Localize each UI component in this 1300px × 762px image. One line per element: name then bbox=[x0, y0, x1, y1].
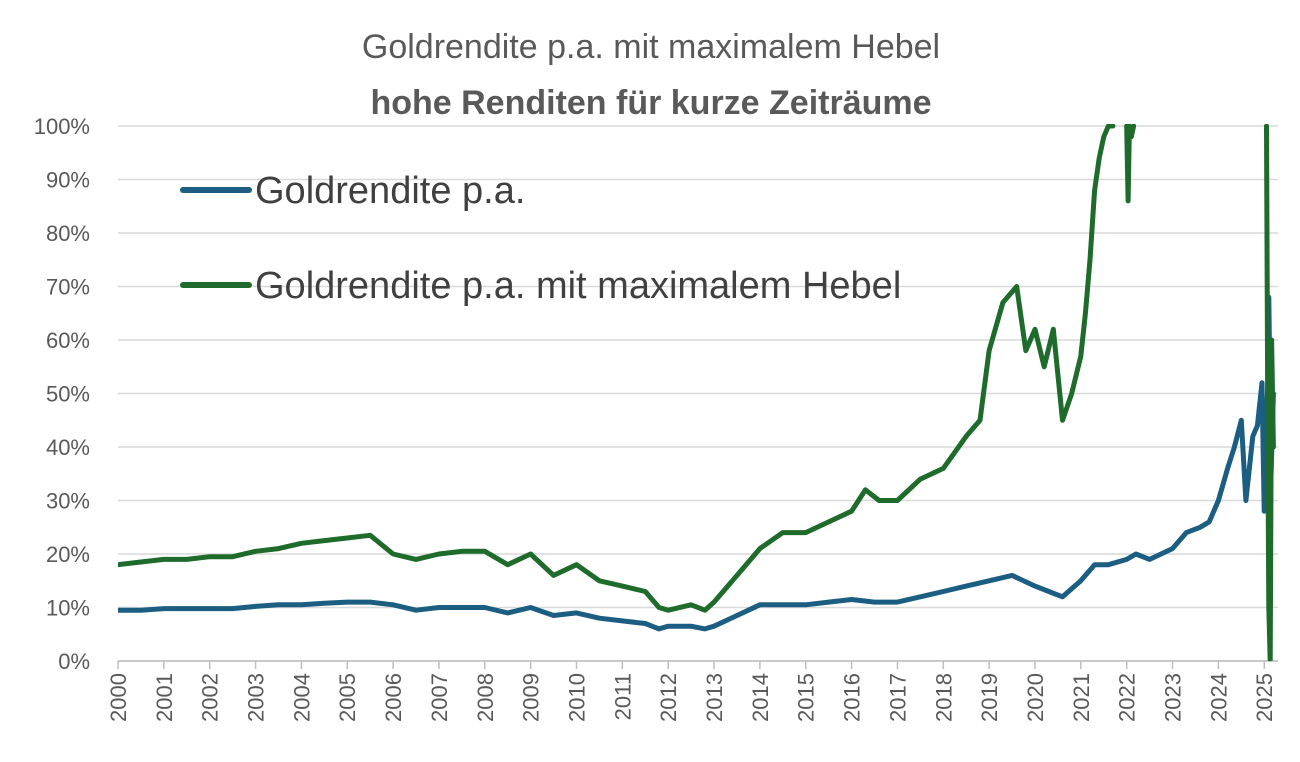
y-tick-label: 60% bbox=[46, 328, 90, 353]
x-tick-label: 2006 bbox=[381, 673, 406, 722]
series-line-0 bbox=[118, 294, 1276, 632]
y-tick-label: 90% bbox=[46, 168, 90, 193]
series-line-2 bbox=[1124, 124, 1137, 204]
y-tick-label: 0% bbox=[58, 649, 90, 674]
x-tick-label: 2021 bbox=[1069, 673, 1094, 722]
y-tick-label: 20% bbox=[46, 542, 90, 567]
x-tick-label: 2016 bbox=[840, 673, 865, 722]
y-tick-label: 40% bbox=[46, 435, 90, 460]
x-tick-label: 2024 bbox=[1206, 673, 1231, 722]
x-tick-label: 2004 bbox=[289, 673, 314, 722]
x-tick-label: 2010 bbox=[564, 673, 589, 722]
x-tick-label: 2011 bbox=[610, 673, 635, 720]
x-tick-label: 2001 bbox=[152, 673, 177, 722]
x-tick-label: 2018 bbox=[931, 673, 956, 722]
x-tick-label: 2012 bbox=[656, 673, 681, 722]
gridlines bbox=[118, 125, 1278, 662]
legend: Goldrendite p.a. Goldrendite p.a. mit ma… bbox=[180, 170, 901, 307]
chart-subtitle: hohe Renditen für kurze Zeiträume bbox=[370, 84, 931, 122]
x-tick-label: 2025 bbox=[1252, 673, 1277, 722]
legend-label-gold: Goldrendite p.a. bbox=[255, 170, 525, 212]
legend-label-leveraged: Goldrendite p.a. mit maximalem Hebel bbox=[255, 265, 901, 307]
y-tick-label: 80% bbox=[46, 221, 90, 246]
y-tick-label: 70% bbox=[46, 275, 90, 300]
x-tick-label: 2020 bbox=[1023, 673, 1048, 722]
x-tick-label: 2023 bbox=[1161, 673, 1186, 722]
x-tick-label: 2015 bbox=[794, 673, 819, 722]
y-tick-label: 50% bbox=[46, 382, 90, 407]
series-lines bbox=[118, 124, 1276, 661]
x-tick-label: 2000 bbox=[106, 673, 131, 722]
y-axis: 0% 10% 20% 30% 40% 50% 60% 70% 80% 90% 100% bbox=[34, 114, 90, 674]
x-tick-label: 2003 bbox=[244, 673, 269, 722]
series-line-3 bbox=[1264, 124, 1276, 661]
x-tick-label: 2008 bbox=[473, 673, 498, 722]
chart-title: Goldrendite p.a. mit maximalem Hebel bbox=[362, 28, 940, 66]
x-tick-label: 2007 bbox=[427, 673, 452, 722]
y-tick-label: 10% bbox=[46, 596, 90, 621]
x-axis: 2000 2001 2002 2003 2004 2005 2006 2007 2008 2009… bbox=[106, 660, 1278, 722]
x-tick-label: 2017 bbox=[885, 673, 910, 722]
x-tick-label: 2005 bbox=[335, 673, 360, 722]
y-tick-label: 30% bbox=[46, 489, 90, 514]
x-tick-label: 2009 bbox=[519, 673, 544, 722]
y-tick-label: 100% bbox=[34, 114, 90, 139]
x-tick-label: 2014 bbox=[748, 673, 773, 722]
series-line-1 bbox=[118, 124, 1116, 613]
x-tick-label: 2013 bbox=[702, 673, 727, 722]
x-tick-label: 2019 bbox=[977, 673, 1002, 722]
x-tick-label: 2002 bbox=[198, 673, 223, 722]
x-tick-label: 2022 bbox=[1115, 673, 1140, 722]
